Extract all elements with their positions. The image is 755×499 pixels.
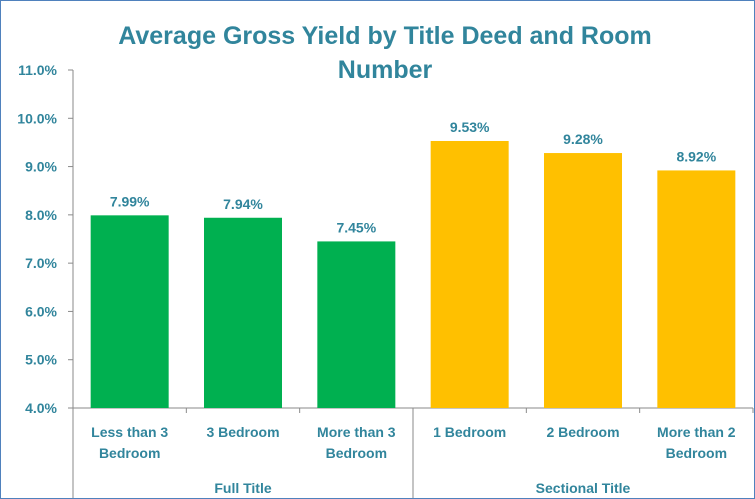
chart-title-line-1: Average Gross Yield by Title Deed and Ro…: [118, 22, 652, 50]
bar: [317, 241, 396, 408]
data-label: 7.45%: [336, 219, 376, 235]
y-tick-label: 9.0%: [25, 159, 57, 175]
category-label: 1 Bedroom: [433, 424, 506, 440]
category-label: Bedroom: [99, 445, 160, 461]
data-label: 9.28%: [563, 131, 603, 147]
bar: [204, 217, 282, 408]
y-tick-label: 11.0%: [18, 62, 57, 78]
category-label: Bedroom: [666, 445, 727, 461]
chart-title: Average Gross Yield by Title Deed and Ro…: [118, 22, 652, 84]
group-label: Sectional Title: [536, 480, 631, 496]
chart-title-line-2: Number: [338, 56, 433, 84]
category-label: Bedroom: [326, 445, 387, 461]
y-tick-label: 5.0%: [25, 352, 57, 368]
category-label: 2 Bedroom: [546, 424, 619, 440]
y-tick-label: 8.0%: [25, 207, 57, 223]
bar: [430, 140, 509, 409]
data-label: 7.94%: [223, 196, 263, 212]
data-label: 7.99%: [110, 193, 150, 209]
data-label: 9.53%: [450, 119, 490, 135]
data-label: 8.92%: [676, 148, 716, 164]
x-axis: Full Title Sectional Title Less than 3 Bedr…: [73, 407, 754, 498]
bar: [544, 153, 622, 408]
y-tick-label: 7.0%: [25, 255, 57, 271]
bar: [90, 215, 169, 408]
y-axis: 4.0% 5.0% 6.0% 7.0% 8.0% 9.0% 10.0% 11.0%: [17, 62, 74, 498]
category-label: More than 2: [657, 424, 736, 440]
category-label: 3 Bedroom: [206, 424, 279, 440]
group-label: Full Title: [214, 480, 272, 496]
category-label: Less than 3: [91, 424, 168, 440]
y-tick-label: 4.0%: [25, 400, 57, 416]
category-label: More than 3: [317, 424, 396, 440]
y-tick-label: 6.0%: [25, 303, 57, 319]
y-tick-label: 10.0%: [17, 110, 57, 126]
bar: [657, 170, 736, 408]
bars: 7.99% 7.94% 7.45% 9.53% 9.28% 8.92%: [90, 119, 736, 409]
